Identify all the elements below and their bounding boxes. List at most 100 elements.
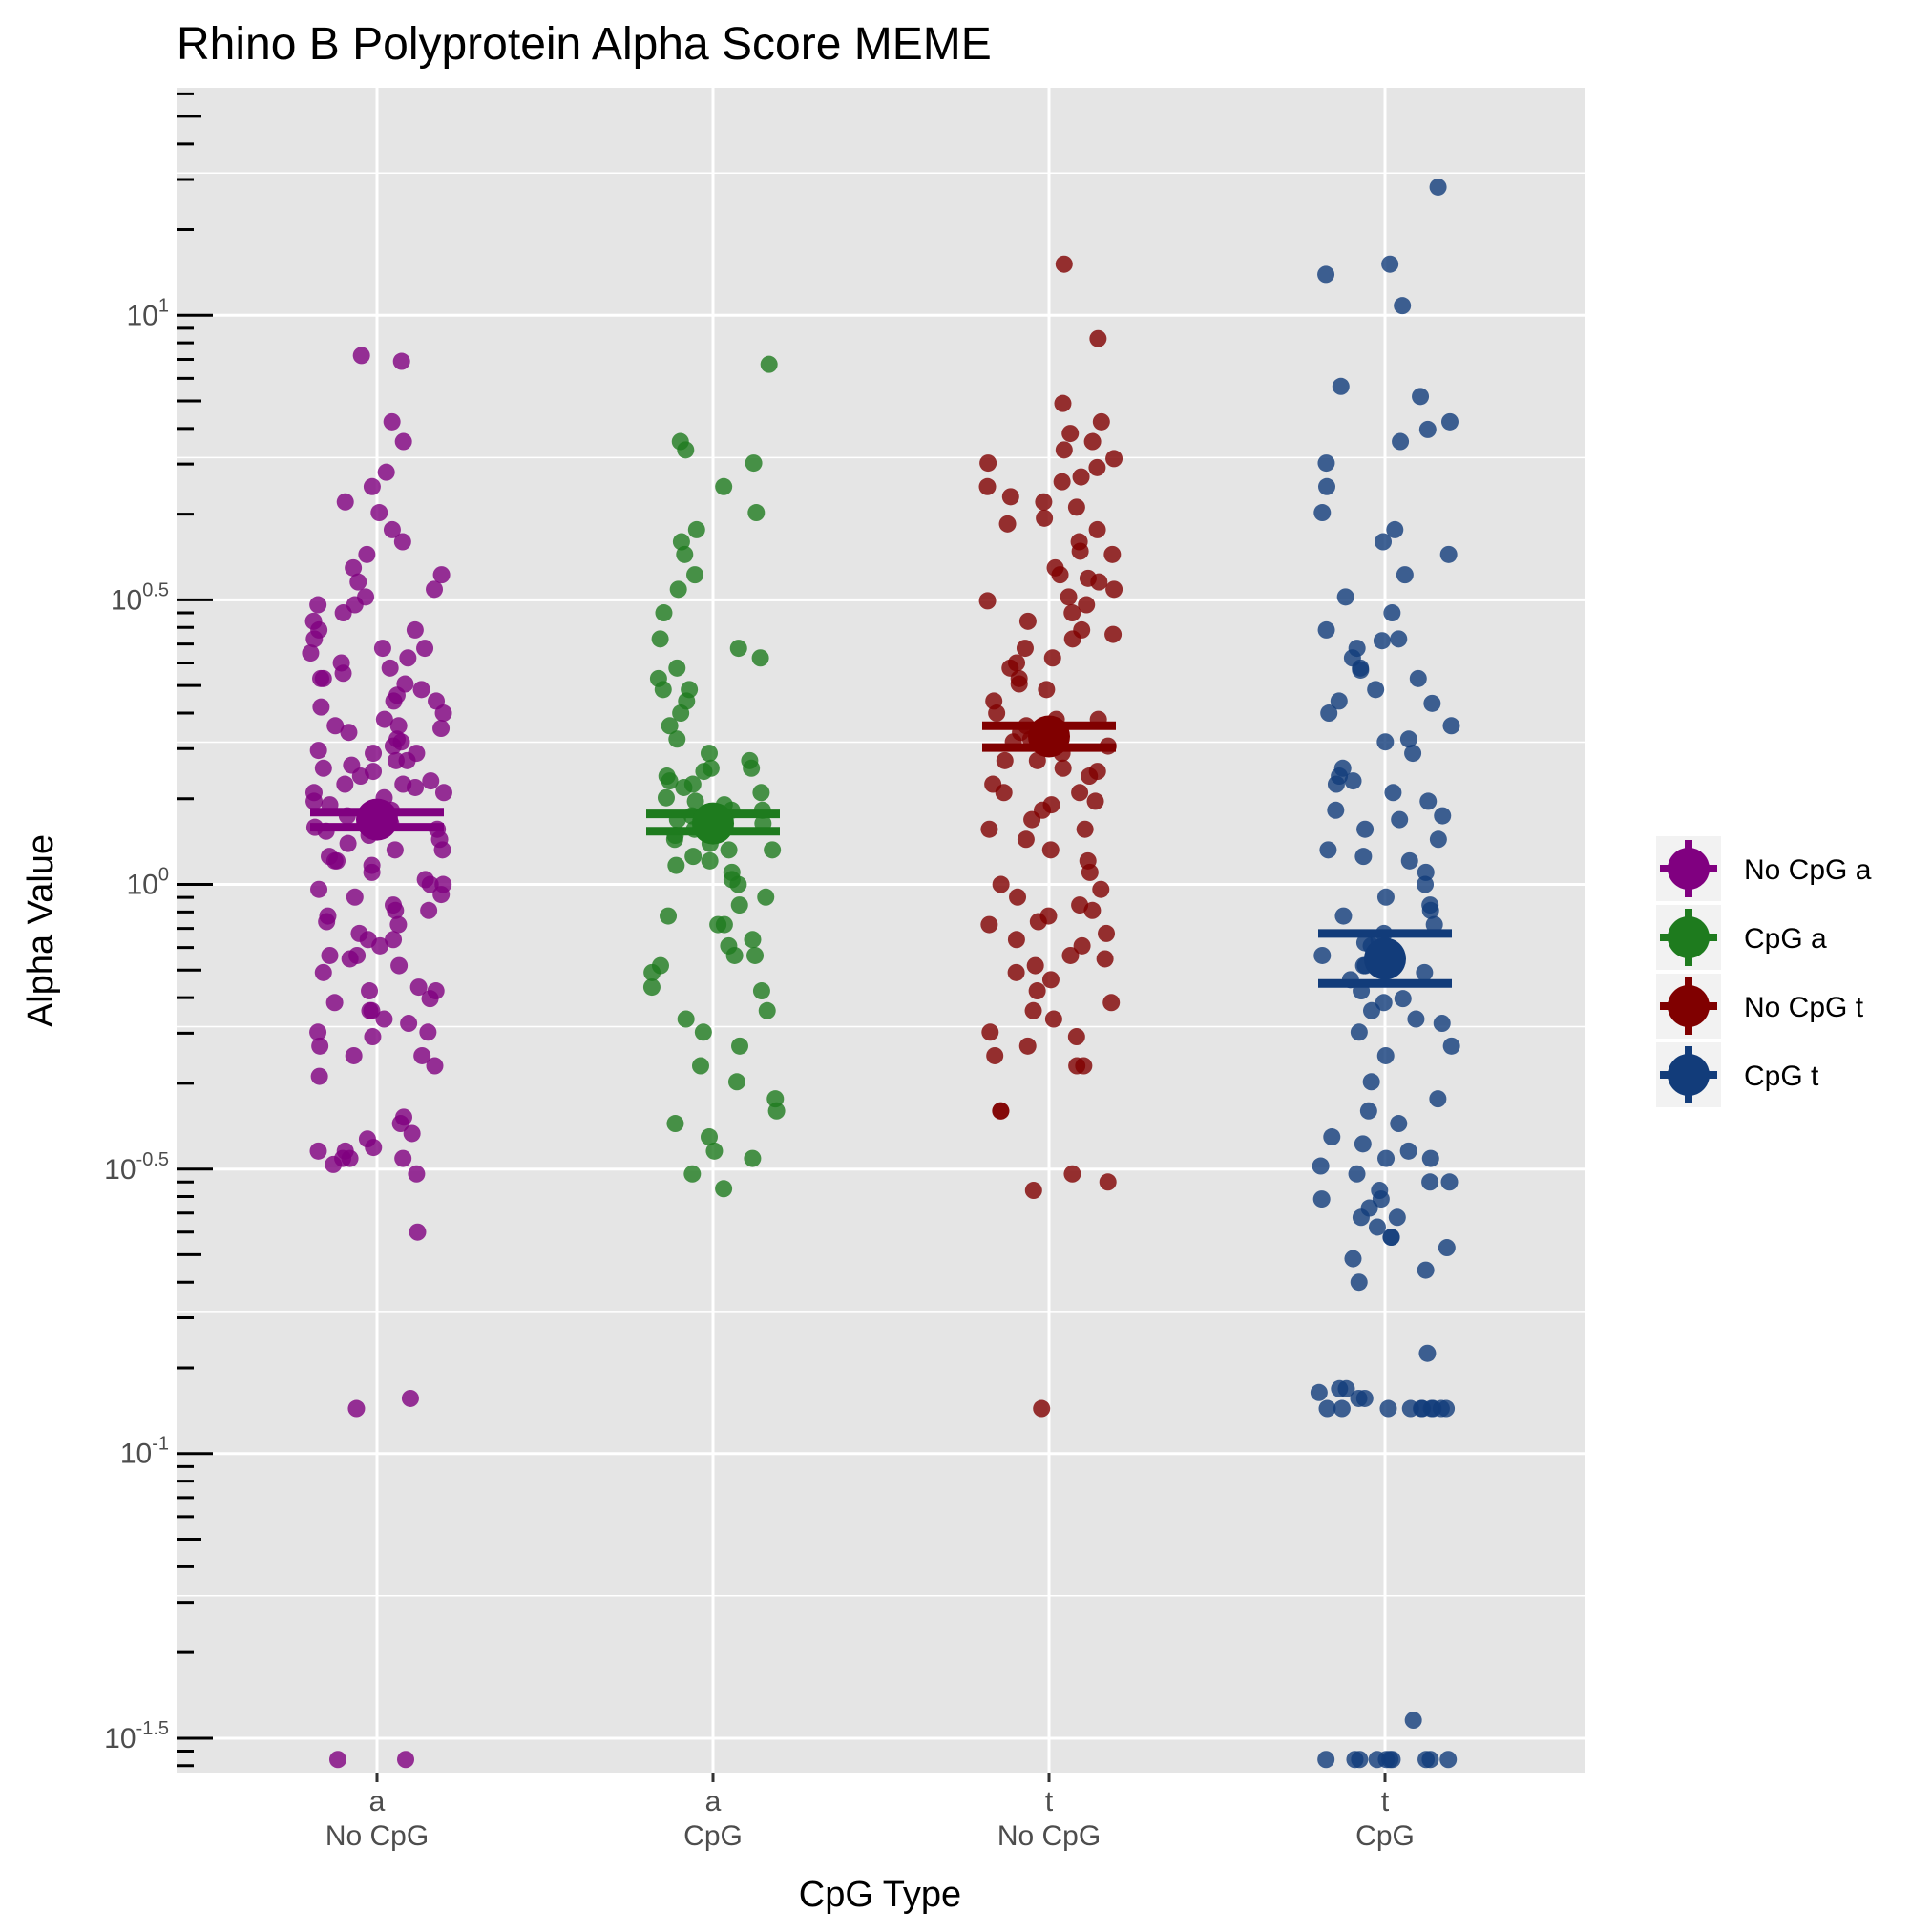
data-point xyxy=(669,580,687,598)
data-point xyxy=(1063,604,1082,622)
data-point xyxy=(314,963,332,981)
data-point xyxy=(1373,632,1391,650)
data-point xyxy=(347,1399,366,1418)
data-point xyxy=(309,596,327,614)
data-point xyxy=(1433,1015,1451,1033)
legend-label: CpG t xyxy=(1744,1060,1819,1092)
y-tick-label: 10-0.5 xyxy=(104,1149,169,1186)
data-point xyxy=(373,640,391,658)
data-point xyxy=(720,841,738,859)
data-point xyxy=(394,432,412,451)
data-point xyxy=(687,520,705,538)
data-point xyxy=(399,649,417,667)
data-point xyxy=(1317,620,1335,639)
data-point xyxy=(422,772,440,790)
data-point xyxy=(980,915,998,934)
data-point xyxy=(1018,612,1037,630)
data-point xyxy=(1407,1010,1425,1028)
data-point xyxy=(383,412,401,430)
data-point xyxy=(361,1001,379,1019)
data-point xyxy=(1376,888,1395,906)
data-point xyxy=(363,477,381,495)
data-point xyxy=(1434,807,1452,825)
data-point xyxy=(1092,880,1110,898)
data-point xyxy=(681,681,699,699)
data-point xyxy=(702,759,720,777)
data-point xyxy=(398,751,416,769)
data-point xyxy=(312,698,330,716)
data-point xyxy=(365,763,383,781)
data-point xyxy=(1429,1090,1447,1108)
data-point xyxy=(416,640,434,658)
data-point xyxy=(377,463,395,481)
data-point xyxy=(683,1165,702,1183)
data-point xyxy=(1442,1037,1460,1055)
data-point xyxy=(365,745,383,763)
data-point xyxy=(1409,669,1427,687)
data-point xyxy=(684,848,703,866)
data-point xyxy=(396,675,414,693)
data-point xyxy=(1092,412,1110,430)
data-point xyxy=(667,856,685,874)
data-point xyxy=(1438,1399,1456,1418)
data-point xyxy=(1033,1399,1051,1418)
data-point xyxy=(336,1142,354,1160)
data-point xyxy=(1421,1149,1439,1167)
data-point xyxy=(309,1142,327,1160)
data-point xyxy=(1096,950,1114,968)
data-point xyxy=(1046,558,1064,577)
data-point xyxy=(986,1046,1004,1064)
y-axis-title: Alpha Value xyxy=(21,834,61,1027)
data-point xyxy=(660,907,678,925)
data-point xyxy=(1337,1379,1355,1397)
data-point xyxy=(1055,255,1073,273)
data-point xyxy=(1379,1399,1397,1418)
data-point xyxy=(1076,820,1094,838)
y-tick-label: 100 xyxy=(127,865,170,901)
data-point xyxy=(1354,848,1373,866)
data-point xyxy=(310,620,328,639)
data-point xyxy=(1044,1010,1062,1028)
data-point xyxy=(1016,640,1034,658)
data-point xyxy=(766,1090,785,1108)
data-point xyxy=(1367,681,1385,699)
data-point xyxy=(1089,329,1107,347)
data-point xyxy=(389,915,408,934)
data-point xyxy=(432,720,451,738)
data-point xyxy=(400,1015,418,1033)
data-point xyxy=(363,856,381,874)
data-point xyxy=(992,875,1010,893)
data-point xyxy=(1029,913,1047,931)
y-tick-label: 101 xyxy=(127,295,170,331)
data-point xyxy=(1377,1149,1396,1167)
data-point xyxy=(386,841,404,859)
data-point xyxy=(1423,694,1441,712)
data-point xyxy=(1055,441,1073,459)
data-point xyxy=(383,520,401,538)
data-point xyxy=(385,931,403,949)
data-point xyxy=(658,767,676,786)
data-point xyxy=(980,820,998,838)
data-point xyxy=(314,669,332,687)
data-point xyxy=(1362,1001,1380,1019)
data-point xyxy=(349,573,368,591)
data-point xyxy=(314,759,332,777)
data-point xyxy=(1334,907,1353,925)
data-points xyxy=(302,178,1460,1769)
data-point xyxy=(1391,810,1409,829)
data-point xyxy=(1312,1157,1330,1175)
data-point xyxy=(1026,956,1044,975)
data-point xyxy=(409,1223,427,1241)
data-point xyxy=(1067,1028,1085,1046)
data-point xyxy=(1344,772,1362,790)
data-point xyxy=(346,596,364,614)
mean-point xyxy=(356,798,398,841)
data-point xyxy=(1392,432,1410,451)
data-point xyxy=(1079,851,1097,870)
legend: No CpG a CpG a No CpG t CpG t xyxy=(1656,836,1872,1107)
data-point xyxy=(1332,377,1350,395)
data-point xyxy=(1038,681,1056,699)
data-point xyxy=(1418,420,1437,438)
data-point xyxy=(1422,1399,1440,1418)
y-tick-label: 10-1.5 xyxy=(104,1718,169,1754)
